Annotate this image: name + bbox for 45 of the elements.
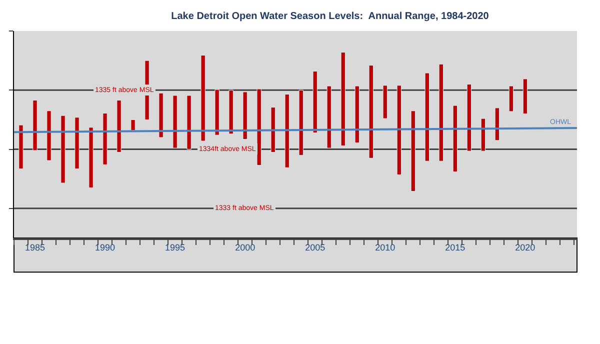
bar: [452, 105, 458, 172]
x-tick-label: 1985: [24, 242, 46, 253]
bar: [88, 127, 94, 188]
bar: [60, 115, 66, 184]
bar: [172, 95, 178, 148]
bar: [396, 85, 402, 175]
bar: [340, 52, 346, 146]
x-tick-label: 2005: [305, 242, 326, 253]
x-tick-label: 2020: [515, 242, 536, 253]
bar: [186, 95, 192, 150]
bar: [102, 112, 108, 165]
bar: [200, 55, 206, 142]
bar: [158, 92, 164, 138]
bar: [312, 70, 318, 133]
bar: [480, 118, 486, 152]
bar: [116, 100, 122, 152]
bar: [270, 107, 276, 152]
bar: [32, 100, 38, 151]
bar: [46, 110, 52, 161]
chart-title: Lake Detroit Open Water Season Levels: Annual Range, 1984-2020: [171, 10, 490, 22]
bar: [74, 117, 80, 170]
bar: [410, 110, 416, 192]
x-tick-label: 1990: [95, 242, 116, 253]
bar: [298, 90, 304, 156]
bar: [18, 124, 24, 170]
x-tick-label: 2000: [235, 242, 256, 253]
bar: [228, 90, 234, 134]
bar: [242, 92, 248, 140]
x-tick-label: 2015: [445, 242, 466, 253]
bar: [508, 86, 514, 112]
bar: [424, 72, 430, 162]
bar: [256, 88, 262, 166]
x-tick-label: 1995: [165, 242, 186, 253]
bar: [326, 86, 332, 148]
bar: [466, 84, 472, 152]
x-tick-label: 2010: [375, 242, 396, 253]
bar: [494, 108, 500, 141]
bar: [368, 65, 374, 158]
bar: [130, 119, 136, 131]
bar: [438, 64, 444, 162]
bar: [522, 78, 528, 114]
bar: [382, 85, 388, 119]
bar: [284, 94, 290, 168]
bar: [214, 89, 220, 136]
bar: [354, 86, 360, 144]
